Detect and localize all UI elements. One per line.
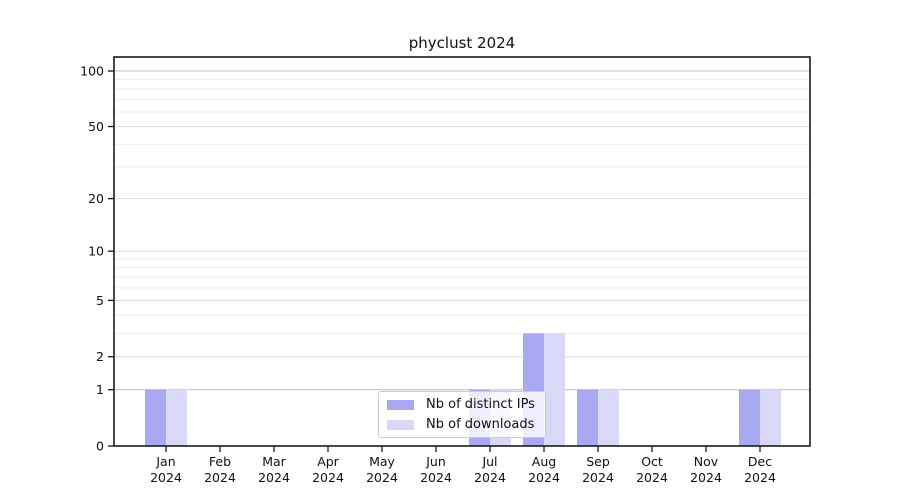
x-tick-label: Oct 2024 — [636, 454, 668, 485]
y-tick-label: 20 — [88, 191, 104, 206]
bar-jan-distinct-ips — [145, 389, 166, 446]
x-tick-label: Mar 2024 — [258, 454, 290, 485]
legend-entry: Nb of distinct IPs — [387, 397, 535, 412]
legend-swatch-icon — [387, 399, 414, 410]
x-tick-label: Nov 2024 — [690, 454, 722, 485]
x-tick-label: May 2024 — [366, 454, 398, 485]
y-tick-label: 2 — [96, 349, 104, 364]
y-tick-label: 50 — [88, 119, 104, 134]
gridlines-group — [114, 70, 810, 391]
y-tick-label: 5 — [96, 293, 104, 308]
x-tick-label: Jan 2024 — [150, 454, 182, 485]
bar-dec-distinct-ips — [739, 389, 760, 446]
legend-label: Nb of distinct IPs — [426, 397, 535, 412]
x-tick-label: Sep 2024 — [582, 454, 614, 485]
y-tick-label: 0 — [96, 439, 104, 454]
chart-title: phyclust 2024 — [408, 34, 516, 52]
bar-dec-downloads — [760, 389, 781, 446]
axes-group — [108, 56, 811, 452]
y-tick-label: 100 — [80, 64, 104, 79]
x-tick-label: Aug 2024 — [528, 454, 560, 485]
x-tick-label: Dec 2024 — [744, 454, 776, 485]
x-tick-label: Jun 2024 — [420, 454, 452, 485]
bar-sep-distinct-ips — [577, 389, 598, 446]
x-tick-label: Jul 2024 — [474, 454, 506, 485]
y-tick-label: 1 — [96, 382, 104, 397]
bar-jan-downloads — [166, 389, 187, 446]
chart-legend: Nb of distinct IPs Nb of downloads — [378, 391, 546, 438]
tick-labels-group: 0 1 2 5 10 20 50 100 Jan 2024 Feb 2024 Mar 2024 Apr 202… — [80, 64, 776, 485]
legend-label: Nb of downloads — [426, 417, 535, 432]
y-tick-label: 10 — [88, 244, 104, 259]
legend-swatch-icon — [387, 419, 414, 430]
x-tick-label: Feb 2024 — [204, 454, 236, 485]
legend-entry: Nb of downloads — [387, 417, 535, 432]
bar-sep-downloads — [598, 389, 619, 446]
bar-aug-downloads — [544, 333, 565, 446]
x-tick-label: Apr 2024 — [312, 454, 344, 485]
